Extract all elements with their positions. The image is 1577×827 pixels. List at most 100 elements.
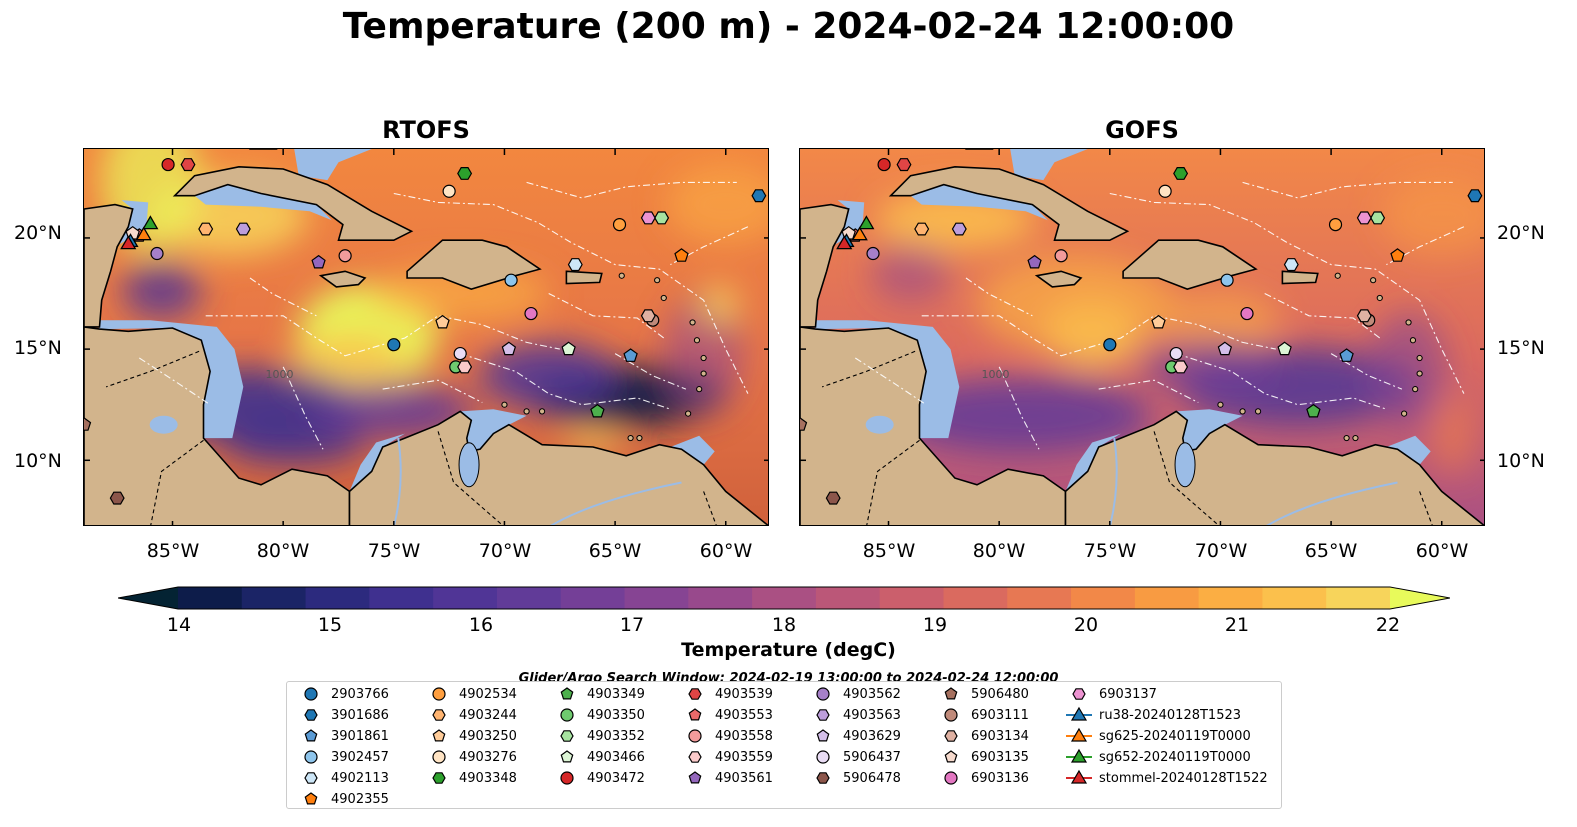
country-border [1153,431,1220,525]
figure-title: Temperature (200 m) - 2024-02-24 12:00:0… [342,6,1235,47]
small-island [501,401,508,408]
float-marker-2903766 [1103,338,1117,352]
lat-label-left-15: 15°N [14,337,62,359]
legend-marker-icon [688,688,702,700]
legend-label: 4903350 [587,707,645,723]
legend-item-3901686: 3901686 [297,705,389,725]
small-island [689,319,696,326]
colorbar-segment [560,587,626,609]
legend-item-ru38-20240128T1523: ru38-20240128T1523 [1065,705,1241,725]
colorbar [118,586,1450,610]
eez-boundary [460,353,671,410]
legend-label: 4902113 [331,770,389,786]
colorbar-segment [1007,587,1072,609]
legend-marker-icon [304,792,318,805]
land-puerto-rico [1281,270,1319,285]
small-island [693,337,701,344]
colorbar-tick-14: 14 [166,614,192,636]
legend-marker-icon [432,709,446,721]
small-island [1352,434,1359,442]
legend-item-4903559: 4903559 [681,747,773,767]
legend-marker-icon [944,771,958,785]
country-border [437,431,504,525]
legend-marker-icon [944,708,958,722]
float-marker-4903472 [161,157,175,172]
legend-item-6903134: 6903134 [937,726,1029,746]
river [393,437,402,525]
colorbar-segment [624,587,689,609]
river [1109,437,1118,525]
shallow-shelf [670,435,715,465]
legend-marker-icon [304,772,318,784]
legend-label: 6903134 [971,728,1029,744]
eez-boundary [921,315,1276,357]
colorbar-segment [433,587,498,609]
float-marker-6903137 [640,211,656,225]
float-marker-4903558 [1054,249,1068,263]
legend-item-4903539: 4903539 [681,684,773,704]
legend-item-4903562: 4903562 [809,684,901,704]
small-island [1416,354,1423,362]
land-yucatan [800,203,850,328]
shallow-shelf [95,320,244,439]
legend-marker-icon [816,709,830,721]
float-marker-4903250 [435,314,450,329]
colorbar-segment [1134,587,1200,609]
legend-marker-icon [816,772,830,784]
legend-item-4903350: 4903350 [553,705,645,725]
country-border [105,350,200,388]
map-canvas-gofs: 1000 [800,149,1484,525]
panel-title-rtofs: RTOFS [382,116,470,144]
colorbar-tick-22: 22 [1375,614,1401,636]
small-island [685,410,692,417]
float-marker-4903563 [235,222,251,236]
eez-boundary [1109,192,1465,394]
float-marker-4903629 [1217,341,1233,356]
river [1266,481,1398,525]
float-marker-4903348 [1173,167,1189,180]
land-cuba [888,165,1130,241]
lat-label-left-10: 10°N [14,450,62,472]
glider-marker-sg625-20240119T0000 [135,226,152,241]
panel-title-gofs: GOFS [1105,116,1179,144]
legend-marker-icon [816,729,830,742]
legend: 2903766 3901686 3901861 3902457 4902113 49023… [286,681,1282,809]
float-marker-4903561 [311,254,326,269]
legend-label: 4903276 [459,749,517,765]
legend-label: 4903250 [459,728,517,744]
glider-marker-sg652-20240119T0000 [142,215,159,230]
float-marker-6903134 [1356,309,1372,323]
lake-maracaibo [1174,442,1196,488]
small-island [1254,408,1262,415]
map-canvas-rtofs: 1000 [84,149,768,525]
float-marker-4903352 [1370,211,1386,225]
legend-label: 4903472 [587,770,645,786]
legend-marker-icon [560,730,574,742]
country-border [1419,491,1433,525]
small-island [1401,410,1408,417]
legend-marker-icon [1066,748,1092,763]
float-marker-4902355 [674,248,689,262]
legend-item-4903563: 4903563 [809,705,901,725]
legend-label: 6903135 [971,749,1029,765]
lon-label-rtofs-75: 75°W [367,540,421,562]
colorbar-segment [1071,587,1136,609]
eez-boundary [282,366,324,450]
country-border [821,350,916,388]
legend-label: 3901686 [331,707,389,723]
colorbar-tick-21: 21 [1224,614,1250,636]
legend-marker-icon [304,709,318,721]
small-island [1239,408,1246,415]
lat-label-right-15: 15°N [1497,337,1545,359]
shallow-shelf [194,184,332,221]
float-marker-4903562 [150,246,164,261]
eez-boundary [548,293,665,339]
land-jamaica [1034,270,1083,288]
float-marker-4903539 [896,158,912,172]
country-border [150,439,204,525]
legend-marker-icon [432,750,446,764]
legend-item-4903629: 4903629 [809,726,901,746]
float-marker-4903466 [561,341,576,356]
legend-label: ru38-20240128T1523 [1099,707,1242,723]
shallow-shelf [349,433,405,492]
